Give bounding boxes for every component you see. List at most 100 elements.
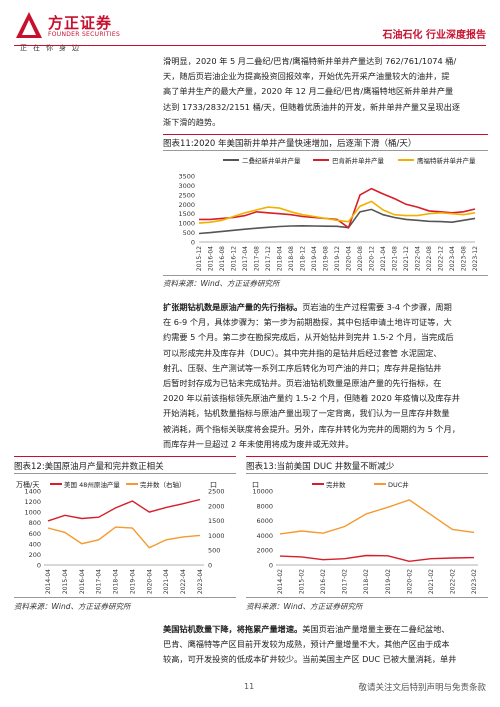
x-tick-label: 2022-04 bbox=[415, 246, 422, 271]
x-tick-label: 2014-04 bbox=[45, 569, 52, 594]
x-tick-label: 2020-02 bbox=[406, 569, 413, 594]
para2-first: 页岩油的生产过程需要 3-4 个步骤，周期 bbox=[302, 302, 452, 312]
para2-line: 可以形成完井及库存井（DUC）。其中完井指的是钻井后经过套管 水泥固定、 bbox=[163, 347, 442, 358]
figure11-chart: 二叠纪新井单井产量 巴肯新井单井产量 鹰福特新井单井产量05001000150020… bbox=[178, 156, 479, 271]
para3-line: 美国钻机数量下降，将拖累产量增速。美国页岩油产量增量主要在二叠纪盆地、 bbox=[163, 622, 488, 637]
left-tick-label: 400 bbox=[29, 540, 41, 548]
logo-mark-icon bbox=[16, 12, 42, 38]
x-tick-label: 2015-04 bbox=[62, 569, 69, 594]
x-tick-label: 2020-12 bbox=[369, 246, 376, 271]
figure11-bottom-rule bbox=[163, 275, 488, 276]
x-tick-label: 2020-04 bbox=[346, 246, 353, 271]
left-tick-label: 1200 bbox=[24, 498, 41, 506]
x-tick-label: 2018-08 bbox=[288, 246, 295, 271]
x-tick-label: 2021-12 bbox=[403, 246, 410, 271]
company-name-en: FOUNDER SECURITIES bbox=[48, 31, 121, 38]
unit-label: 口 bbox=[252, 481, 259, 489]
y-tick-label: 6000 bbox=[256, 517, 273, 525]
x-tick-label: 2022-02 bbox=[449, 569, 456, 594]
company-slogan: 正在你身边 bbox=[20, 44, 85, 52]
left-tick-label: 800 bbox=[29, 519, 41, 527]
paragraph-rig-decline: 美国钻机数量下降，将拖累产量增速。美国页岩油产量增量主要在二叠纪盆地、 巴肯、鹰… bbox=[163, 622, 488, 668]
x-tick-label: 2020-08 bbox=[357, 246, 364, 271]
y-tick-label: 0 bbox=[269, 562, 273, 570]
x-tick-label: 2023-04 bbox=[197, 569, 204, 594]
legend-label: 完井数 bbox=[326, 480, 346, 489]
x-tick-label: 2019-12 bbox=[334, 246, 341, 271]
x-tick-label: 2017-04 bbox=[96, 569, 103, 594]
figure13-title: 图表13:当前美国 DUC 井数量不断减少 bbox=[246, 462, 395, 472]
para3-first: 美国页岩油产量增量主要在二叠纪盆地、 bbox=[302, 624, 450, 634]
x-tick-label: 2019-02 bbox=[385, 569, 392, 594]
x-tick-label: 2019-04 bbox=[311, 246, 318, 271]
x-tick-label: 2023-12 bbox=[472, 246, 479, 271]
y-tick-label: 1500 bbox=[178, 210, 195, 218]
x-tick-label: 2016-04 bbox=[79, 569, 86, 594]
figure13-source: 资料来源：Wind、方正证券研究所 bbox=[246, 602, 363, 611]
intro-line: 高了单井生产的最大产量，2020 年 12 月二叠纪/巴肯/鹰福特地区新井单井产… bbox=[163, 86, 454, 97]
figure13-top-rule bbox=[246, 456, 488, 457]
company-name-cn: 方正证券 bbox=[48, 14, 113, 32]
x-tick-label: 2022-04 bbox=[180, 569, 187, 594]
figure12-chart: 万桶/天 口 美国 48州原油产量 完井数（右轴） 0 200 400 600 800 1000 1… bbox=[16, 480, 225, 594]
legend-label: 巴肯新井单井产量 bbox=[332, 156, 385, 165]
y-tick-label: 4000 bbox=[256, 532, 273, 540]
figure12-top-rule bbox=[14, 456, 236, 457]
para2-line: 扩张期钻机数是原油产量的先行指标。页岩油的生产过程需要 3-4 个步骤，周期 bbox=[163, 300, 488, 315]
x-tick-label: 2014-02 bbox=[277, 569, 284, 594]
x-tick-label: 2018-04 bbox=[277, 246, 284, 271]
x-tick-label: 2018-04 bbox=[113, 569, 120, 594]
figure11-title-rule bbox=[163, 150, 488, 151]
x-tick-label: 2022-08 bbox=[426, 246, 433, 271]
para2-line: 2020 年以前该指标领先原油产量约 1.5-2 个月，但随着 2020 年疫情… bbox=[163, 393, 460, 404]
paragraph-rig-count: 扩张期钻机数是原油产量的先行指标。页岩油的生产过程需要 3-4 个步骤，周期 在… bbox=[163, 300, 488, 452]
left-tick-label: 600 bbox=[29, 530, 41, 538]
para2-line: 射孔、压裂、生产测试等一系列工序后转化为可产油的井口；库存井是指钻井 bbox=[163, 362, 442, 373]
x-tick-label: 2019-04 bbox=[129, 569, 136, 594]
figure13-title-rule bbox=[246, 473, 488, 474]
intro-line: 天，随后页岩油企业为提高投资回报效率，开始优先开采产油量较大的油井，提 bbox=[163, 71, 450, 82]
y-tick-label: 2000 bbox=[178, 201, 195, 209]
figure12-bottom-rule bbox=[14, 597, 236, 598]
x-tick-label: 2016-12 bbox=[231, 246, 238, 271]
figure11-source: 资料来源：Wind、方正证券研究所 bbox=[163, 279, 280, 288]
figure12-source: 资料来源：Wind、方正证券研究所 bbox=[14, 602, 131, 611]
right-tick-label: 2000 bbox=[208, 502, 225, 510]
right-unit-label: 口 bbox=[210, 481, 217, 489]
x-tick-label: 2023-02 bbox=[471, 569, 478, 594]
page-number: 11 bbox=[244, 682, 255, 691]
para2-line: 在 6-9 个月，具体步骤为：第一步为前期勘探，其中包括申请土地许可证等，大 bbox=[163, 317, 452, 328]
figure12-title-rule bbox=[14, 473, 236, 474]
x-tick-label: 2021-04 bbox=[163, 569, 170, 594]
figure11-title: 图表11:2020 年美国新井单井产量快速增加，后逐渐下滑（桶/天） bbox=[163, 139, 417, 149]
header-divider bbox=[14, 45, 486, 46]
left-tick-label: 1400 bbox=[24, 488, 41, 496]
para2-lead: 扩张期钻机数是原油产量的先行指标。 bbox=[163, 302, 303, 312]
x-tick-label: 2020-04 bbox=[146, 569, 153, 594]
series-line-3 bbox=[198, 200, 476, 224]
para3-lead: 美国钻机数量下降，将拖累产量增速。 bbox=[163, 624, 303, 634]
left-tick-label: 1000 bbox=[24, 509, 41, 517]
series-line-1 bbox=[279, 554, 475, 563]
y-tick-label: 1000 bbox=[178, 220, 195, 228]
left-tick-label: 0 bbox=[37, 562, 41, 570]
figure11-top-rule bbox=[163, 134, 488, 135]
para2-line: 后暂时封存成为已钻未完成钻井。页岩油钻机数量是原油产量的先行指标，在 bbox=[163, 378, 442, 389]
legend-label: 鹰福特新井单井产量 bbox=[417, 156, 476, 165]
disclaimer-note: 敬请关注文后特别声明与免责条款 bbox=[358, 683, 486, 693]
para2-line: 被消耗，两个指标关联度将会提升。另外，库存井转化为完井的周期约为 5 个月， bbox=[163, 423, 460, 434]
intro-line: 渐下滑的趋势。 bbox=[163, 116, 221, 127]
series-line-2 bbox=[199, 187, 476, 229]
figure12-title: 图表12:美国原油月产量和完井数正相关 bbox=[14, 462, 164, 472]
x-tick-label: 2015-12 bbox=[196, 246, 203, 271]
x-tick-label: 2017-02 bbox=[342, 569, 349, 594]
x-tick-label: 2021-04 bbox=[380, 246, 387, 271]
y-tick-label: 2000 bbox=[256, 547, 273, 555]
right-tick-label: 2500 bbox=[208, 488, 225, 496]
y-tick-label: 8000 bbox=[256, 502, 273, 510]
left-tick-label: 200 bbox=[29, 551, 41, 559]
legend-label: DUC井 bbox=[388, 480, 409, 489]
x-tick-label: 2016-08 bbox=[219, 246, 226, 271]
x-tick-label: 2017-04 bbox=[242, 246, 249, 271]
para2-line: 约需要 5 个月。第二步在勘探完成后，从开始钻井到完井 1.5-2 个月，当完成… bbox=[163, 332, 454, 343]
